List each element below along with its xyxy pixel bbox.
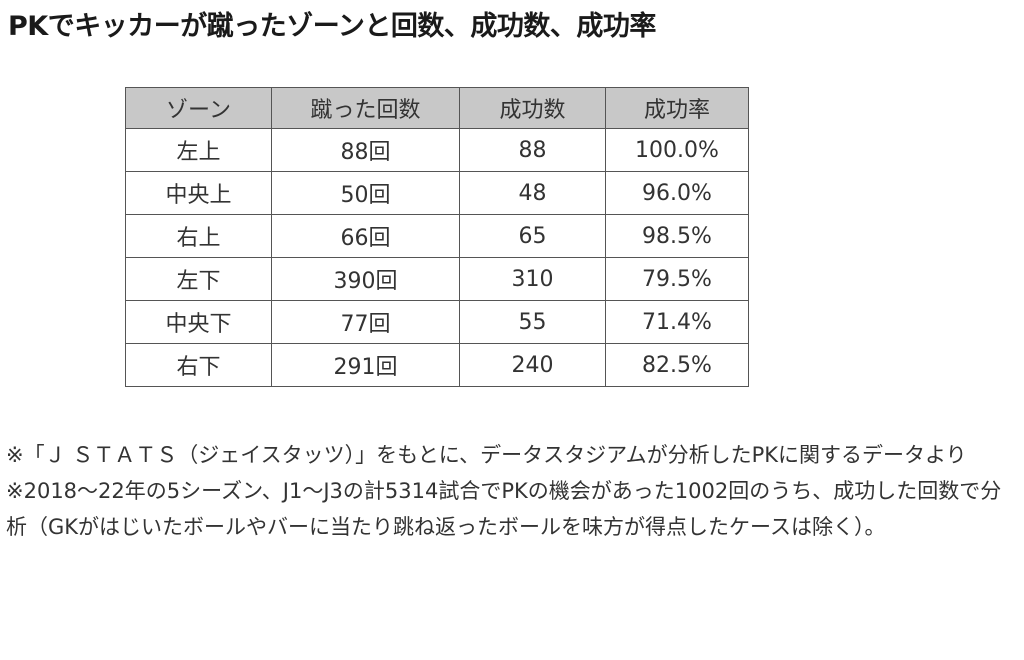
cell-zone: 中央上 bbox=[125, 171, 272, 215]
table-row: 中央下 77回 55 71.4% bbox=[125, 300, 749, 344]
cell-success-rate: 82.5% bbox=[605, 343, 749, 387]
cell-zone: 中央下 bbox=[125, 300, 272, 344]
cell-success-rate: 79.5% bbox=[605, 257, 749, 301]
footnote-method: ※2018〜22年の5シーズン、J1〜J3の計5314試合でPKの機会があった1… bbox=[6, 479, 1002, 539]
footnote-source: ※「Ｊ ＳＴＡＴＳ（ジェイスタッツ）」をもとに、データスタジアムが分析したPKに… bbox=[6, 443, 967, 467]
cell-zone: 右下 bbox=[125, 343, 272, 387]
cell-zone: 左上 bbox=[125, 128, 272, 172]
cell-successes: 88 bbox=[459, 128, 606, 172]
cell-successes: 240 bbox=[459, 343, 606, 387]
cell-success-rate: 100.0% bbox=[605, 128, 749, 172]
header-successes: 成功数 bbox=[459, 87, 606, 129]
cell-success-rate: 96.0% bbox=[605, 171, 749, 215]
header-zone: ゾーン bbox=[125, 87, 272, 129]
table-row: 中央上 50回 48 96.0% bbox=[125, 171, 749, 215]
cell-attempts: 88回 bbox=[271, 128, 460, 172]
footnotes: ※「Ｊ ＳＴＡＴＳ（ジェイスタッツ）」をもとに、データスタジアムが分析したPKに… bbox=[6, 437, 1018, 545]
cell-zone: 右上 bbox=[125, 214, 272, 258]
cell-successes: 48 bbox=[459, 171, 606, 215]
table-row: 左上 88回 88 100.0% bbox=[125, 128, 749, 172]
table-row: 左下 390回 310 79.5% bbox=[125, 257, 749, 301]
cell-success-rate: 98.5% bbox=[605, 214, 749, 258]
cell-zone: 左下 bbox=[125, 257, 272, 301]
header-attempts: 蹴った回数 bbox=[271, 87, 460, 129]
cell-success-rate: 71.4% bbox=[605, 300, 749, 344]
page-title: PKでキッカーが蹴ったゾーンと回数、成功数、成功率 bbox=[8, 11, 656, 42]
header-success-rate: 成功率 bbox=[605, 87, 749, 129]
pk-zone-table: ゾーン 蹴った回数 成功数 成功率 左上 88回 88 100.0% 中央上 5… bbox=[125, 87, 749, 387]
cell-successes: 310 bbox=[459, 257, 606, 301]
cell-attempts: 77回 bbox=[271, 300, 460, 344]
cell-attempts: 66回 bbox=[271, 214, 460, 258]
cell-attempts: 50回 bbox=[271, 171, 460, 215]
cell-successes: 65 bbox=[459, 214, 606, 258]
cell-attempts: 390回 bbox=[271, 257, 460, 301]
cell-successes: 55 bbox=[459, 300, 606, 344]
table-header-row: ゾーン 蹴った回数 成功数 成功率 bbox=[125, 87, 749, 129]
table-row: 右上 66回 65 98.5% bbox=[125, 214, 749, 258]
table-row: 右下 291回 240 82.5% bbox=[125, 343, 749, 387]
cell-attempts: 291回 bbox=[271, 343, 460, 387]
